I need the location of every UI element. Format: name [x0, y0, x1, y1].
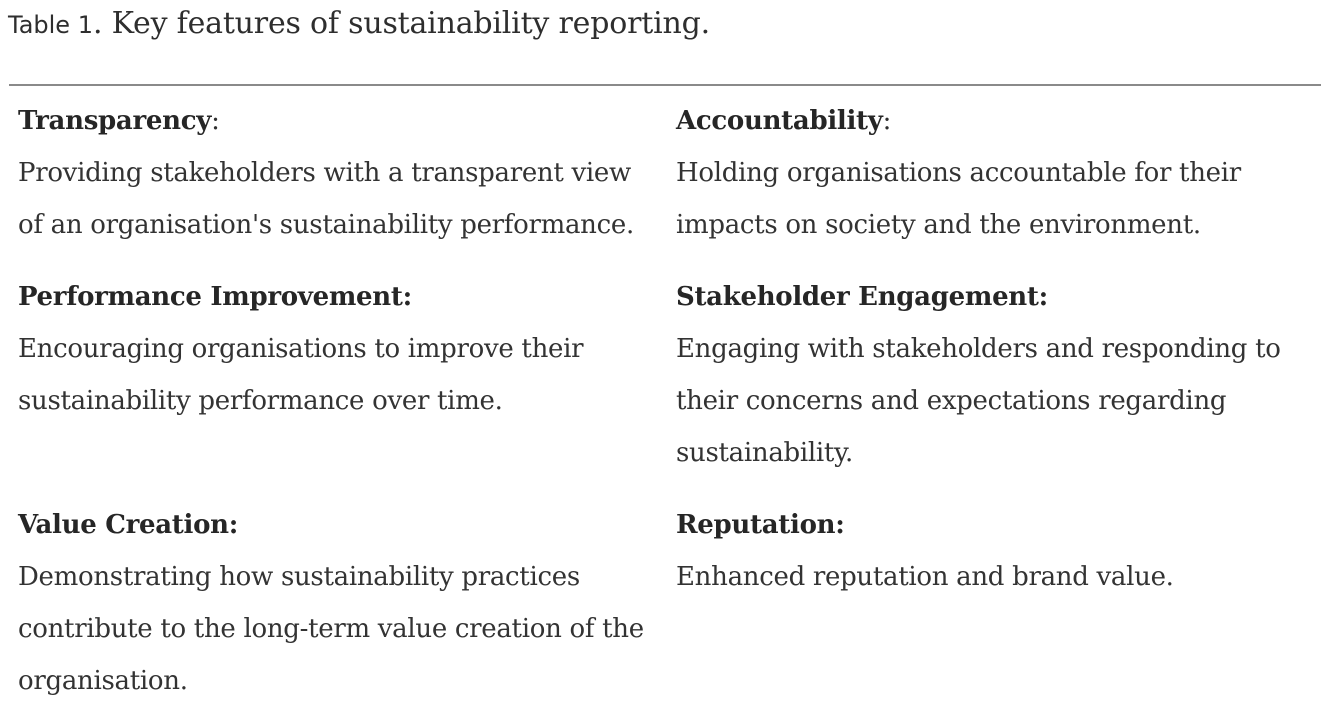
- feature-description: Enhanced reputation and brand value.: [676, 562, 1174, 592]
- feature-cell-accountability: Accountability: Holding organisations ac…: [676, 95, 1316, 251]
- feature-heading: Accountability:: [676, 95, 1316, 147]
- feature-description: Engaging with stakeholders and respondin…: [676, 334, 1281, 468]
- table-caption-text: . Key features of sustainability reporti…: [92, 6, 710, 41]
- feature-heading-text: Value Creation:: [18, 510, 239, 540]
- feature-description: Demonstrating how sustainability practic…: [18, 562, 644, 696]
- feature-cell-stakeholder-engagement: Stakeholder Engagement: Engaging with st…: [676, 271, 1316, 479]
- feature-cell-value-creation: Value Creation: Demonstrating how sustai…: [18, 499, 658, 707]
- feature-heading: Reputation:: [676, 499, 1316, 551]
- feature-heading: Transparency:: [18, 95, 658, 147]
- feature-description: Holding organisations accountable for th…: [676, 158, 1241, 240]
- feature-heading: Performance Improvement:: [18, 271, 658, 323]
- feature-heading-text: Reputation:: [676, 510, 845, 540]
- table-top-rule: [9, 84, 1321, 86]
- feature-heading-text: Performance Improvement:: [18, 282, 412, 312]
- feature-cell-reputation: Reputation: Enhanced reputation and bran…: [676, 499, 1316, 603]
- feature-heading: Value Creation:: [18, 499, 658, 551]
- table-caption-label: Table 1: [8, 11, 93, 39]
- table-caption: Table 1. Key features of sustainability …: [8, 4, 710, 45]
- feature-description: Providing stakeholders with a transparen…: [18, 158, 634, 240]
- feature-heading-suffix: :: [882, 106, 892, 136]
- feature-heading-text: Accountability: [676, 106, 883, 136]
- feature-heading: Stakeholder Engagement:: [676, 271, 1316, 323]
- feature-heading-suffix: :: [211, 106, 220, 136]
- feature-description: Encouraging organisations to improve the…: [18, 334, 584, 416]
- feature-cell-performance-improvement: Performance Improvement: Encouraging org…: [18, 271, 658, 427]
- feature-heading-text: Transparency: [18, 106, 212, 136]
- feature-heading-text: Stakeholder Engagement:: [676, 282, 1048, 312]
- feature-cell-transparency: Transparency: Providing stakeholders wit…: [18, 95, 658, 251]
